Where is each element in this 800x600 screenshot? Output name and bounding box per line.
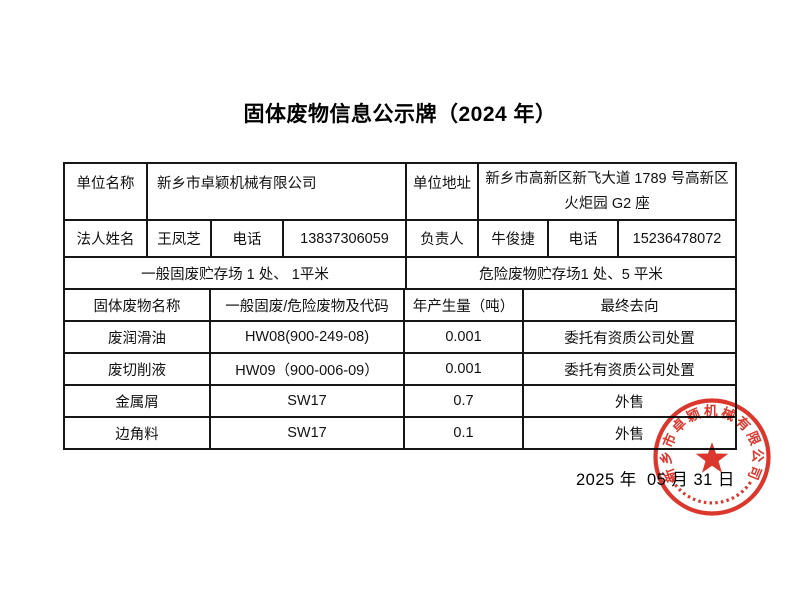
page-title: 固体废物信息公示牌（2024 年）	[243, 103, 557, 126]
waste-amount: 0.001	[405, 322, 524, 352]
legal-person-label: 法人姓名	[65, 221, 148, 256]
waste-code: SW17	[211, 418, 405, 448]
waste-code: HW09（900-006-09）	[211, 354, 405, 384]
waste-name: 边角料	[65, 418, 211, 448]
waste-amount: 0.7	[405, 386, 524, 416]
seal-star-icon	[695, 442, 729, 473]
table-row: 单位名称 新乡市卓颖机械有限公司 单位地址 新乡市高新区新飞大道 1789 号高…	[65, 164, 735, 221]
legal-person-value: 王凤芝	[148, 221, 212, 256]
issue-date: 2025 年 05 月 31 日	[576, 471, 735, 489]
waste-row: 金属屑 SW17 0.7 外售	[65, 386, 735, 418]
waste-row: 边角料 SW17 0.1 外售	[65, 418, 735, 448]
legal-phone-label: 电话	[212, 221, 284, 256]
waste-header-row: 固体废物名称 一般固废/危险废物及代码 年产生量（吨） 最终去向	[65, 290, 735, 322]
waste-code: HW08(900-249-08)	[211, 322, 405, 352]
unit-name-label: 单位名称	[65, 164, 148, 219]
responsible-phone-value: 15236478072	[632, 230, 722, 247]
unit-name-value: 新乡市卓颖机械有限公司	[148, 164, 407, 219]
waste-name-header: 固体废物名称	[65, 290, 211, 320]
waste-amount: 0.1	[405, 418, 524, 448]
company-seal: 新乡市卓颖机械有限公司	[653, 398, 771, 516]
waste-name: 废润滑油	[65, 322, 211, 352]
seal-ring	[653, 398, 771, 516]
waste-destination: 委托有资质公司处置	[564, 362, 695, 379]
waste-destination: 外售	[615, 426, 644, 443]
waste-row: 废润滑油 HW08(900-249-08) 0.001 委托有资质公司处置	[65, 322, 735, 354]
legal-phone-value: 13837306059	[284, 221, 407, 256]
waste-amount-header: 年产生量（吨）	[405, 290, 524, 320]
waste-name: 废切削液	[65, 354, 211, 384]
waste-row: 废切削液 HW09（900-006-09） 0.001 委托有资质公司处置	[65, 354, 735, 386]
responsible-label: 负责人	[407, 221, 479, 256]
unit-address-value: 新乡市高新区新飞大道 1789 号高新区火炬园 G2 座	[485, 171, 729, 212]
hazardous-storage-cell: 危险废物贮存场1 处、5 平米	[479, 266, 663, 283]
waste-destination-header: 最终去向	[600, 298, 659, 315]
seal-serial-marks	[670, 479, 754, 505]
waste-code: SW17	[211, 386, 405, 416]
waste-destination: 委托有资质公司处置	[564, 330, 695, 347]
responsible-phone-label: 电话	[549, 221, 619, 256]
table-row: 法人姓名 王凤芝 电话 13837306059 负责人 牛俊捷 电话 15236…	[65, 221, 735, 258]
table-row: 一般固废贮存场 1 处、 1平米 危险废物贮存场1 处、5 平米	[65, 258, 735, 290]
waste-code-header: 一般固废/危险废物及代码	[211, 290, 405, 320]
general-storage-cell: 一般固废贮存场 1 处、 1平米	[65, 258, 407, 288]
info-table: 单位名称 新乡市卓颖机械有限公司 单位地址 新乡市高新区新飞大道 1789 号高…	[63, 162, 737, 450]
unit-address-label: 单位地址	[407, 164, 479, 219]
waste-amount: 0.001	[405, 354, 524, 384]
waste-name: 金属屑	[65, 386, 211, 416]
waste-destination: 外售	[615, 394, 644, 411]
responsible-value: 牛俊捷	[479, 221, 549, 256]
